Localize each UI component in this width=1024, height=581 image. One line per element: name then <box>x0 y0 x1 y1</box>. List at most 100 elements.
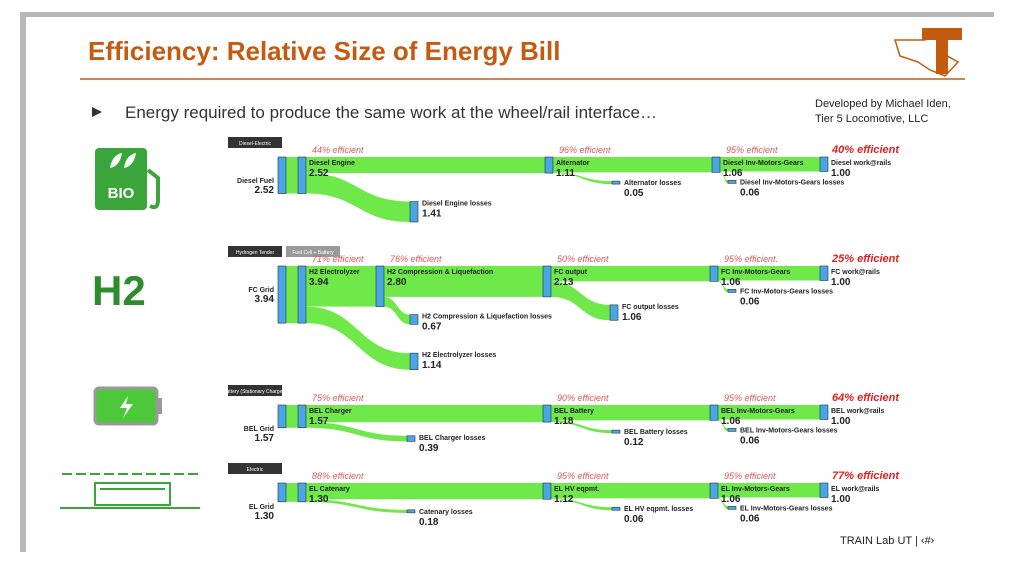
node-value: 1.00 <box>831 416 851 427</box>
flow <box>718 405 820 420</box>
footer: TRAIN Lab UT | ‹#› <box>840 535 935 547</box>
flow <box>306 405 543 423</box>
loss-flow <box>553 172 612 185</box>
node <box>709 482 719 499</box>
loco-label: Diesel-Electric <box>239 141 271 147</box>
loss-label: BEL Battery losses <box>624 429 688 436</box>
efficiency: 76% efficient <box>390 254 442 264</box>
loco-label: Fuel Cell + Battery <box>292 250 334 256</box>
node-value: 2.52 <box>309 168 329 179</box>
loss-node <box>409 352 419 370</box>
efficiency: 95% efficient <box>726 145 778 155</box>
efficiency: 95% efficient. <box>724 254 778 264</box>
node-value: 1.00 <box>831 168 851 179</box>
loss-label: FC output losses <box>622 304 679 311</box>
node-label: BEL Battery <box>554 408 594 415</box>
node <box>297 265 307 324</box>
loss-label: Catenary losses <box>419 509 473 516</box>
node-label: EL work@rails <box>831 486 879 493</box>
node-value: 1.30 <box>255 511 275 522</box>
loss-value: 0.67 <box>422 322 442 333</box>
loss-node <box>406 435 416 442</box>
node-label: BEL Grid <box>244 426 274 433</box>
left-border <box>20 12 26 552</box>
loss-node <box>727 180 737 184</box>
loss-value: 0.06 <box>740 187 760 198</box>
node-label: FC output <box>554 269 588 276</box>
node <box>297 156 307 194</box>
node <box>819 156 829 172</box>
node-label: Diesel work@rails <box>831 160 891 167</box>
credit: Developed by Michael Iden, <box>815 98 951 110</box>
loss-value: 1.06 <box>622 312 642 323</box>
node-value: 1.06 <box>721 494 741 505</box>
icon-text: H2 <box>92 267 146 314</box>
node-label: EL HV eqpmt. <box>554 486 599 493</box>
node-label: Alternator <box>556 160 590 167</box>
loss-node <box>611 429 621 434</box>
flow <box>553 157 712 173</box>
loss-label: EL HV eqpmt. losses <box>624 506 693 513</box>
loss-node <box>611 180 621 185</box>
loss-value: 0.18 <box>419 517 439 528</box>
loss-value: 0.12 <box>624 437 644 448</box>
node-label: EL Catenary <box>309 486 350 493</box>
efficiency: 71% efficient <box>312 254 364 264</box>
efficiency: 44% efficient <box>312 145 364 155</box>
efficiency: 95% efficient <box>557 471 609 481</box>
node <box>819 482 829 498</box>
node-label: Diesel Inv-Motors-Gears <box>723 160 804 167</box>
loss-label: EL Inv-Motors-Gears losses <box>740 505 833 512</box>
node-value: 1.06 <box>723 168 743 179</box>
loco-badge <box>228 246 282 257</box>
node-value: 2.80 <box>387 277 407 288</box>
loss-label: H2 Electrolyzer losses <box>422 352 496 359</box>
node-value: 1.00 <box>831 277 851 288</box>
loco-label: Hydrogen Tender <box>236 250 275 256</box>
node-label: EL Grid <box>249 504 274 511</box>
loss-value: 0.06 <box>740 296 760 307</box>
flow <box>286 266 298 324</box>
efficiency: 77% efficient <box>832 470 900 482</box>
loco-badge <box>228 137 282 148</box>
node-value: 1.00 <box>831 494 851 505</box>
node <box>819 404 829 420</box>
flow <box>718 483 820 498</box>
loss-label: H2 Compression & Liquefaction losses <box>422 314 552 321</box>
loss-value: 0.05 <box>624 188 644 199</box>
loss-node <box>406 509 416 514</box>
efficiency: 25% efficient <box>831 253 900 265</box>
node-value: 1.30 <box>309 494 329 505</box>
flow <box>551 405 710 421</box>
node <box>277 156 287 194</box>
node-label: BEL work@rails <box>831 408 884 415</box>
efficiency: 95% efficient <box>724 471 776 481</box>
node <box>375 265 385 307</box>
credit: Tier 5 Locomotive, LLC <box>815 113 928 125</box>
efficiency: 50% efficient <box>557 254 609 264</box>
flow <box>306 157 545 174</box>
node-label: FC Grid <box>248 287 274 294</box>
loss-flow <box>306 173 410 222</box>
flow <box>718 266 820 281</box>
efficiency: 64% efficient <box>832 392 900 404</box>
node-label: FC Inv-Motors-Gears <box>721 269 790 276</box>
efficiency: 75% efficient <box>312 393 364 403</box>
node-value: 1.57 <box>255 433 275 444</box>
loss-value: 0.06 <box>740 435 760 446</box>
flow <box>286 157 298 194</box>
loss-label: BEL Inv-Motors-Gears losses <box>740 427 838 434</box>
loss-flow <box>718 497 728 510</box>
node-label: Diesel Engine <box>309 160 355 167</box>
efficiency: 95% efficient <box>724 393 776 403</box>
node-value: 1.12 <box>554 494 574 505</box>
loss-flow <box>720 171 728 184</box>
node <box>542 265 552 298</box>
efficiency: 88% efficient <box>312 471 364 481</box>
flow <box>286 483 298 502</box>
loss-flow <box>551 420 612 434</box>
top-border <box>22 12 994 17</box>
node-label: FC work@rails <box>831 269 880 276</box>
loss-value: 0.06 <box>624 514 644 525</box>
